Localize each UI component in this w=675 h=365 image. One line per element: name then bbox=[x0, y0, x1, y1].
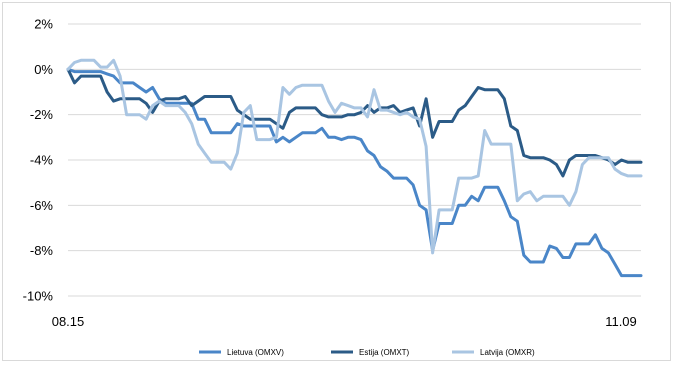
y-tick-label: -4% bbox=[30, 153, 54, 168]
legend: Lietuva (OMXV) Estija (OMXT) Latvija (OMXR… bbox=[199, 348, 535, 357]
legend-label: Latvija (OMXR) bbox=[480, 348, 535, 357]
y-tick-label: 2% bbox=[34, 17, 53, 32]
y-tick-label: -6% bbox=[30, 198, 54, 213]
series-line-0 bbox=[66, 67, 643, 278]
y-tick-label: -8% bbox=[30, 243, 54, 258]
legend-label: Estija (OMXT) bbox=[359, 348, 410, 357]
y-tick-label: 0% bbox=[34, 62, 53, 77]
x-tick-label: 11.09 bbox=[605, 314, 637, 329]
series-line-2 bbox=[66, 58, 643, 255]
series-lines bbox=[66, 58, 643, 278]
y-tick-label: -2% bbox=[30, 107, 54, 122]
y-axis-ticks: 2% 0% -2% -4% -6% -8% -10% bbox=[23, 17, 54, 304]
legend-label: Lietuva (OMXV) bbox=[227, 348, 284, 357]
x-axis-ticks: 08.15 11.09 bbox=[52, 314, 637, 329]
y-tick-label: -10% bbox=[23, 289, 54, 304]
series-line-1 bbox=[66, 67, 643, 178]
x-tick-label: 08.15 bbox=[52, 314, 85, 329]
gridlines bbox=[68, 23, 641, 297]
